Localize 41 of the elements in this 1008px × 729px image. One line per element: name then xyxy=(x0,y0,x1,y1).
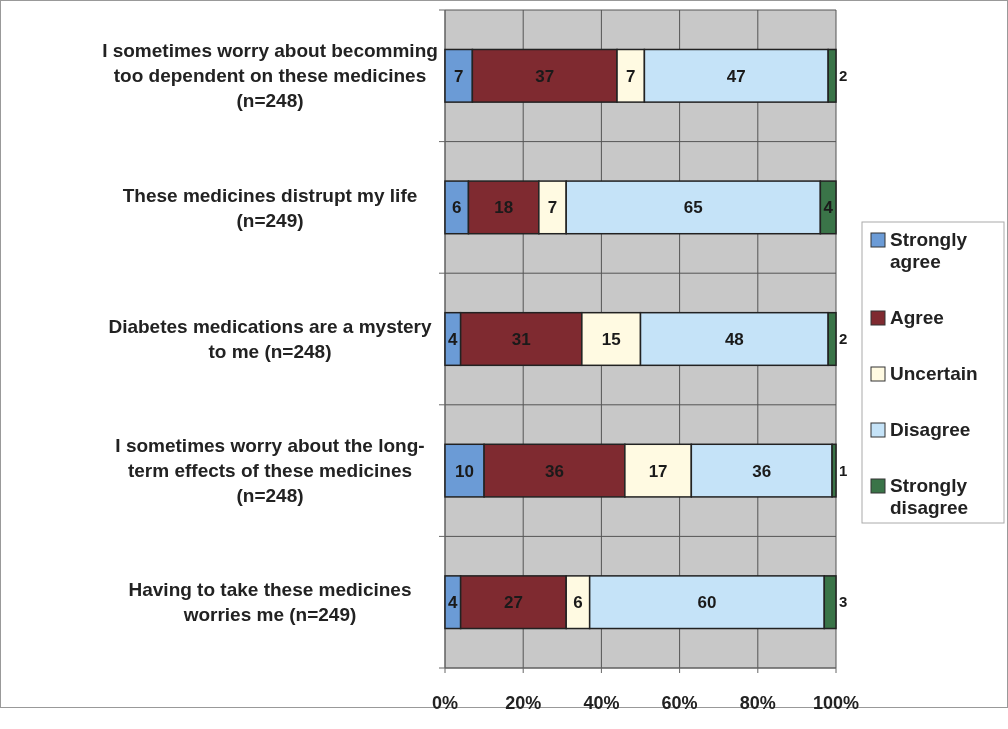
data-label: 17 xyxy=(648,461,668,481)
x-tick-label: 40% xyxy=(583,693,620,713)
data-label: 2 xyxy=(839,330,848,348)
y-tick-label: I sometimes worry about becomming too dependent on these medicines (n=248) xyxy=(102,40,438,112)
data-label: 31 xyxy=(511,329,531,349)
legend-label: Uncertain xyxy=(890,363,978,384)
data-label: 60 xyxy=(697,593,717,613)
legend-label: Strongly disagree xyxy=(890,475,969,518)
data-label: 2 xyxy=(839,67,848,85)
data-label: 47 xyxy=(726,66,746,86)
x-tick-label: 100% xyxy=(812,693,860,713)
data-label: 4 xyxy=(823,198,834,218)
legend-label: Strongly agree xyxy=(890,229,968,272)
y-tick-label: These medicines distrupt my life (n=249) xyxy=(122,184,418,231)
data-label: 1 xyxy=(839,461,848,479)
data-label: 65 xyxy=(683,198,703,218)
legend-label: Agree xyxy=(890,307,944,328)
data-label: 36 xyxy=(545,461,564,481)
data-label: 7 xyxy=(625,66,636,86)
data-label: 37 xyxy=(535,66,555,86)
data-label: 6 xyxy=(452,198,462,218)
data-label: 4 xyxy=(448,593,459,613)
data-label: 15 xyxy=(601,329,621,349)
data-label: 6 xyxy=(573,593,583,613)
data-label: 27 xyxy=(503,593,523,613)
data-label: 7 xyxy=(547,198,558,218)
data-label: 7 xyxy=(453,66,464,86)
data-label: 18 xyxy=(494,198,514,218)
data-label: 48 xyxy=(724,329,744,349)
x-tick-label: 0% xyxy=(431,693,459,713)
y-tick-label: I sometimes worry about the long-term effects of these medicines (n=248) xyxy=(115,435,425,507)
y-tick-label: Having to take these medicines worries me (n=249) xyxy=(128,579,412,626)
data-label: 10 xyxy=(455,461,475,481)
data-label: 36 xyxy=(752,461,772,481)
y-tick-label: Diabetes medications are a mystery to me (n=248) xyxy=(108,316,432,363)
data-label: 3 xyxy=(839,593,848,611)
x-tick-label: 80% xyxy=(739,693,776,713)
data-label: 4 xyxy=(448,329,459,349)
x-tick-label: 20% xyxy=(505,693,542,713)
x-tick-label: 60% xyxy=(661,693,698,713)
legend-label: Disagree xyxy=(890,419,971,440)
